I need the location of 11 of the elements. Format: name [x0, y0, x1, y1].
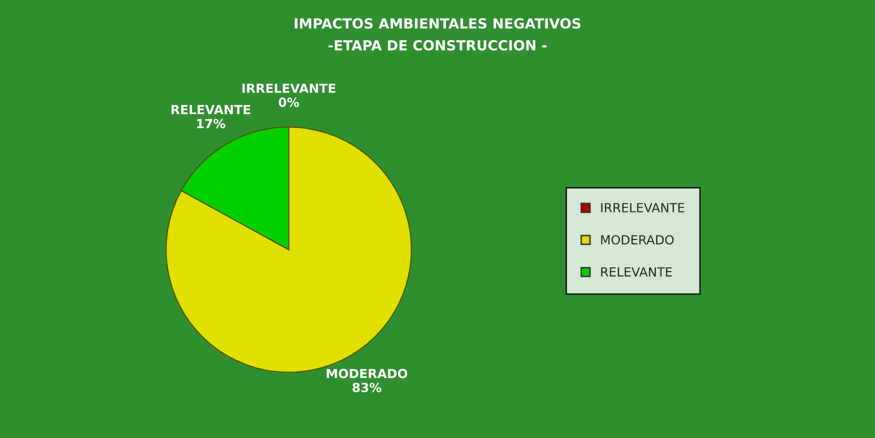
legend-label: MODERADO	[601, 235, 674, 245]
data-label: 83%	[352, 382, 382, 392]
chart-title: IMPACTOS AMBIENTALES NEGATIVOS	[294, 18, 580, 29]
slice-label: RELEVANTE	[172, 105, 250, 114]
category-label: IRRELEVANTE	[242, 84, 336, 93]
legend-label: RELEVANTE	[601, 267, 672, 276]
data-label: 17%	[197, 118, 226, 128]
text: 0%	[278, 98, 299, 107]
chart-subtitle: -ETAPA DE CONSTRUCCION -	[328, 40, 546, 51]
legend-label: IRRELEVANTE	[601, 203, 684, 212]
slice-label: MODERADO	[326, 368, 408, 378]
